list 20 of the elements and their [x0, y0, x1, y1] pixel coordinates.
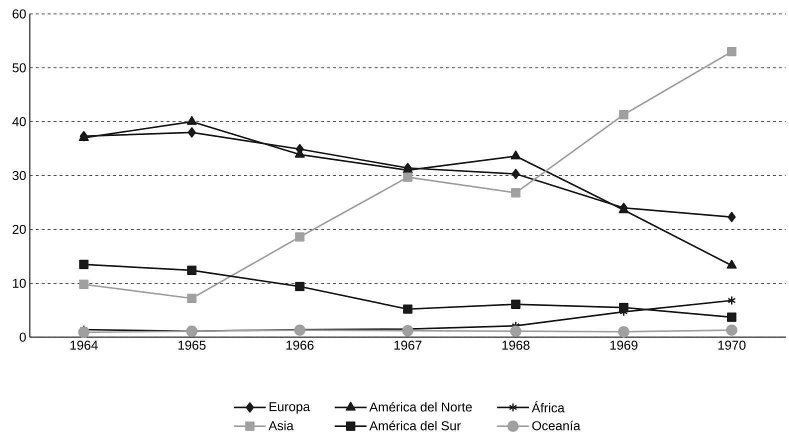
x-tick-label: 1970	[718, 340, 746, 350]
y-tick-label: 20	[12, 225, 26, 234]
x-tick-label: 1969	[610, 340, 638, 350]
legend-label: Asia	[268, 420, 294, 430]
x-tick-label: 1967	[394, 340, 422, 350]
y-tick-label: 60	[12, 10, 26, 19]
y-tick-label: 30	[12, 171, 26, 180]
y-tick-label: 0	[20, 332, 26, 342]
legend-label: América del Norte	[369, 402, 472, 412]
y-tick-label: 40	[12, 117, 26, 126]
legend-label: América del Sur	[369, 420, 461, 431]
legend-label: Oceanía	[532, 420, 580, 431]
legend-label: Europa	[270, 402, 310, 414]
y-tick-label: 10	[12, 278, 26, 288]
x-tick-label: 1968	[502, 340, 530, 350]
y-tick-label: 50	[12, 63, 26, 73]
x-tick-label: 1966	[286, 340, 314, 350]
legend-label: África	[532, 401, 565, 413]
x-tick-label: 1965	[178, 340, 206, 350]
x-tick-label: 1964	[70, 340, 98, 350]
